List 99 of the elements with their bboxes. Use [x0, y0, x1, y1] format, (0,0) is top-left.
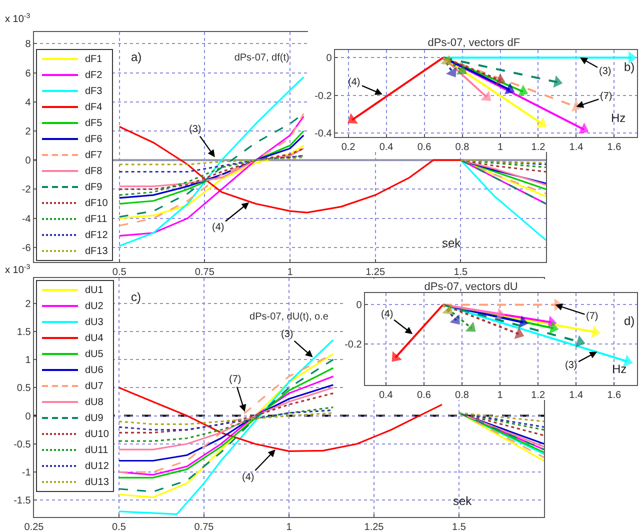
x-tick-label: 1.6	[607, 142, 622, 154]
legend-label: dU12	[85, 460, 109, 472]
line-series	[118, 386, 443, 452]
annotation: (3)	[281, 329, 294, 340]
text: dPs-07, dU(t), o.e	[250, 311, 329, 322]
annotation: (3)	[599, 66, 612, 77]
y-tick-label: 6	[25, 68, 32, 80]
x-tick-label: 1.5	[454, 267, 468, 278]
x-tick-label: 1.4	[569, 142, 584, 154]
legend-label: dF9	[85, 182, 102, 192]
x-axis-title: sek	[442, 236, 462, 250]
x-tick-label: 1.4	[569, 390, 584, 402]
x-tick-label: 0.6	[417, 390, 432, 402]
text: x 10$^{-3}$	[5, 264, 30, 276]
annotation: (4)	[212, 222, 224, 233]
x-tick-label: 1.25	[364, 522, 384, 531]
legend-label: dU10	[85, 428, 109, 440]
y-tick-label: 0.5	[16, 383, 32, 394]
legend-label: dF4	[85, 102, 102, 112]
annotation: c)	[131, 290, 141, 304]
y-tick-label: -4	[22, 214, 32, 225]
legend-label: dF3	[85, 86, 102, 96]
annotation: (3)	[189, 124, 202, 135]
x-axis-title: Hz	[612, 362, 627, 376]
y-tick-label: 2	[25, 126, 32, 138]
x-tick-label: 1.5	[452, 522, 466, 531]
x-tick-label: 1	[286, 522, 292, 531]
y-tick-label: 0	[25, 411, 32, 422]
legend-label: dF6	[85, 134, 102, 144]
y-tick-label: -0.2	[344, 339, 362, 350]
x-tick-label: 0.6	[417, 142, 432, 154]
chart-title: dPs-07, vectors dU	[424, 281, 518, 294]
text: x 10$^{-3}$	[5, 13, 30, 26]
x-tick-label: 1.2	[531, 142, 546, 154]
legend-label: dF10	[85, 198, 108, 208]
legend-label: dF1	[85, 54, 102, 64]
x-tick-label: 1	[287, 267, 294, 278]
x-tick-label: 0.25	[24, 522, 44, 531]
x-axis-title: sek	[453, 494, 473, 508]
x-tick-label: 0.5	[112, 267, 127, 278]
y-tick-label: -1.5	[14, 496, 32, 507]
y-tick-label: 2	[25, 298, 32, 310]
annotation: b)	[624, 60, 635, 74]
annotation: (4)	[381, 309, 394, 320]
legend-label: dU7	[85, 380, 104, 392]
y-tick-label: -0.5	[14, 439, 32, 450]
legend-label: dU8	[85, 396, 104, 408]
x-tick-label: 0.75	[194, 267, 215, 278]
legend-label: dU5	[85, 348, 104, 360]
legend-label: dF13	[85, 246, 108, 256]
y-tick-label: -0.2	[314, 90, 332, 102]
x-tick-label: 0.4	[378, 390, 394, 402]
legend-label: dU2	[85, 300, 104, 312]
y-tick-label: -6	[22, 242, 32, 254]
annotation: a)	[131, 50, 142, 64]
y-tick-label: 0	[25, 156, 32, 167]
x-tick-label: 0.75	[194, 522, 214, 531]
annotation: (7)	[229, 374, 242, 385]
legend-label: dF5	[85, 118, 102, 128]
legend-label: dU4	[85, 332, 104, 344]
legend-label: dF8	[85, 166, 102, 176]
annotation: d)	[624, 314, 635, 328]
y-tick-label: 4	[25, 97, 32, 108]
y-tick-label: 0	[356, 300, 362, 312]
legend-label: dU1	[85, 284, 104, 296]
x-tick-label: 1.25	[366, 267, 386, 278]
legend-label: dF12	[85, 230, 108, 240]
y-tick-label: 1.5	[16, 326, 32, 338]
x-tick-label: 0.5	[112, 522, 126, 531]
x-tick-label: 1	[497, 142, 504, 154]
x-axis-title: Hz	[611, 111, 626, 125]
x-tick-label: 1	[497, 390, 504, 402]
annotation: (7)	[586, 311, 598, 322]
y-tick-label: 1	[25, 355, 32, 366]
y-tick-label: 0	[326, 53, 332, 64]
chart-title: dPs-07, vectors dF	[428, 37, 520, 50]
legend-label: dF2	[85, 70, 102, 80]
y-tick-label: -1	[22, 468, 32, 479]
y-tick-label: 8	[25, 39, 32, 50]
annotation: (4)	[242, 472, 254, 483]
x-tick-label: 0.4	[379, 142, 394, 154]
legend-label: dU3	[85, 316, 104, 328]
x-tick-label: 1.6	[607, 390, 622, 402]
x-tick-label: 1.2	[531, 390, 546, 402]
annotation: (4)	[348, 77, 360, 88]
annotation: (3)	[565, 360, 578, 371]
text: dPs-07, df(t)	[234, 52, 290, 64]
legend-label: dF11	[85, 214, 108, 224]
annotation: (7)	[600, 91, 612, 102]
x-tick-label: 0.8	[455, 142, 470, 154]
x-tick-label: 0.2	[341, 142, 356, 154]
y-tick-label: -0.4	[314, 128, 332, 140]
x-tick-label: 0.8	[455, 390, 470, 402]
legend-label: dU13	[85, 476, 109, 488]
legend-label: dU9	[85, 412, 104, 424]
y-tick-label: -2	[22, 184, 32, 196]
legend-label: dU11	[85, 444, 108, 456]
legend-label: dU6	[85, 364, 104, 376]
legend-label: dF7	[85, 150, 102, 160]
